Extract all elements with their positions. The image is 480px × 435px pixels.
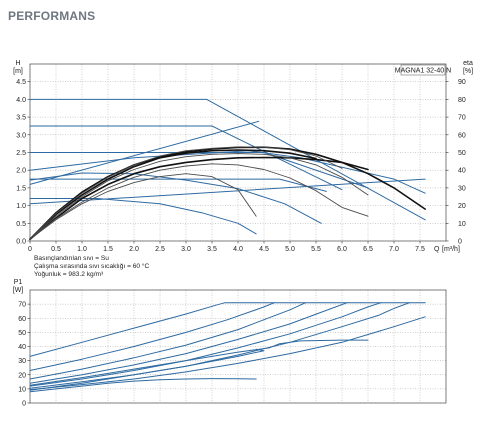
series-line-5 xyxy=(29,302,382,387)
x-tick-label: 2.0 xyxy=(129,246,139,253)
x-axis-unit: [m³/h] xyxy=(442,246,460,253)
series-line-1 xyxy=(29,98,426,221)
series-line-6 xyxy=(29,178,426,205)
y-tick-label: 0.0 xyxy=(16,239,26,246)
y2-tick-label: 60 xyxy=(458,132,466,139)
series-line-4 xyxy=(29,302,348,384)
y-axis-unit: [m] xyxy=(13,68,23,75)
x-tick-label: 0.5 xyxy=(51,246,61,253)
series-line-2 xyxy=(29,125,343,191)
x-tick-label: 7.0 xyxy=(389,246,399,253)
page-title: PERFORMANS xyxy=(8,9,96,23)
series-line-12 xyxy=(29,146,426,240)
y-tick-label: 3.5 xyxy=(16,115,26,122)
x-tick-label: 6.5 xyxy=(363,246,373,253)
x-tick-label: 1.0 xyxy=(77,246,87,253)
y-axis-label: H xyxy=(15,60,20,67)
y-tick-label: 4.5 xyxy=(16,79,26,86)
y-tick-label: 3.0 xyxy=(16,132,26,139)
x-tick-label: 2.5 xyxy=(155,246,165,253)
power-chart: 0 10 20 30 40 50 60 70 P1[W] xyxy=(13,279,447,408)
x-axis-label: Q xyxy=(434,246,440,253)
series-line-9 xyxy=(29,172,322,224)
y-tick-label: 1.5 xyxy=(16,185,26,192)
qh-chart: 0 0.5 1.0 1.5 2.0 2.5 3.0 3.5 4.0 4.5 5.0 5.5 6.0 6.5… xyxy=(13,60,473,278)
y-tick-label: 60 xyxy=(18,316,26,323)
series-line-7 xyxy=(29,120,260,185)
x-tick-label: 5.5 xyxy=(311,246,321,253)
y-tick-label: 50 xyxy=(18,330,26,337)
y-tick-label: 4.0 xyxy=(16,97,26,104)
y2-tick-label: 40 xyxy=(458,168,466,175)
series-line-8 xyxy=(29,150,426,194)
y-tick-label: 20 xyxy=(18,372,26,379)
series-line-9 xyxy=(29,378,257,393)
product-label: MAGNA1 32-40 N xyxy=(395,68,451,75)
y-tick-label: 0.5 xyxy=(16,221,26,228)
y-axis-unit: [W] xyxy=(13,287,24,294)
y2-tick-label: 70 xyxy=(458,115,466,122)
y-tick-label: 70 xyxy=(18,302,26,309)
series-line-4 xyxy=(29,178,327,192)
y2-tick-label: 50 xyxy=(458,150,466,157)
x-tick-label: 3.0 xyxy=(181,246,191,253)
y2-axis-unit: [%] xyxy=(463,68,473,75)
x-tick-label: 0 xyxy=(28,246,32,253)
series-line-14 xyxy=(29,163,369,240)
series-line-13 xyxy=(29,173,257,240)
condition-text: Yoğunluk = 983.2 kg/m³ xyxy=(34,271,104,278)
series-line-8 xyxy=(29,339,369,386)
series-line-10 xyxy=(29,348,265,391)
y2-tick-label: 30 xyxy=(458,185,466,192)
series-line-11 xyxy=(29,149,317,240)
series-line-5 xyxy=(29,198,257,235)
x-tick-label: 4.0 xyxy=(233,246,243,253)
x-tick-label: 5.0 xyxy=(285,246,295,253)
series-line-3 xyxy=(29,302,307,380)
x-tick-label: 1.5 xyxy=(103,246,113,253)
series-line-16 xyxy=(29,146,343,240)
y2-tick-label: 20 xyxy=(458,203,466,210)
y-tick-label: 2.0 xyxy=(16,168,26,175)
series-line-1 xyxy=(29,302,426,357)
condition-text: Çalışma sırasında sıvı sıcaklığı = 60 °C xyxy=(34,262,150,270)
y2-tick-label: 90 xyxy=(458,79,466,86)
x-tick-label: 4.5 xyxy=(259,246,269,253)
y-tick-label: 30 xyxy=(18,358,26,365)
series-line-15 xyxy=(29,153,369,240)
y2-tick-label: 80 xyxy=(458,97,466,104)
series-line-10 xyxy=(29,156,369,240)
y-tick-label: 0 xyxy=(22,401,26,408)
y-axis-label: P1 xyxy=(14,279,23,286)
y-tick-label: 2.5 xyxy=(16,150,26,157)
series-line-6 xyxy=(29,302,411,389)
y2-tick-label: 0 xyxy=(458,239,462,246)
series-line-2 xyxy=(29,302,275,371)
y-tick-label: 1.0 xyxy=(16,203,26,210)
x-tick-label: 6.0 xyxy=(337,246,347,253)
y-tick-label: 10 xyxy=(18,386,26,393)
series-line-7 xyxy=(29,316,426,391)
product-label-box xyxy=(400,64,446,76)
condition-text: Basınçlandırılan sıvı = Su xyxy=(34,255,109,262)
x-tick-label: 7.5 xyxy=(415,246,425,253)
y2-axis-label: eta xyxy=(463,60,473,67)
y2-tick-label: 10 xyxy=(458,221,466,228)
x-tick-label: 3.5 xyxy=(207,246,217,253)
y-tick-label: 40 xyxy=(18,344,26,351)
